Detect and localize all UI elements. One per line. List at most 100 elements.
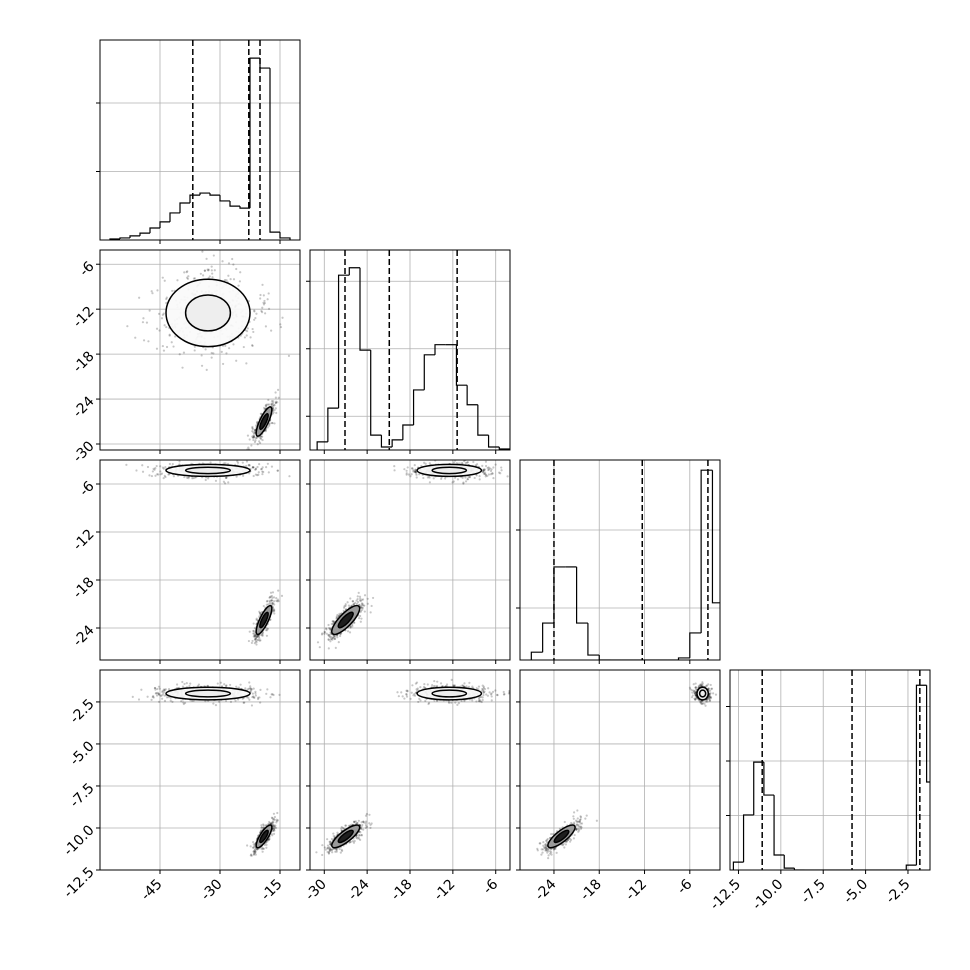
sample-dot (250, 641, 254, 645)
sample-dot (364, 826, 367, 829)
sample-dot (186, 277, 190, 280)
sample-dot (270, 403, 273, 406)
sample-dot (482, 468, 485, 471)
sample-dot (325, 632, 328, 635)
sample-dot (405, 689, 408, 692)
sample-dot (405, 693, 408, 696)
sample-dot (347, 824, 350, 828)
sample-dot (409, 697, 412, 700)
histogram-bin (370, 350, 382, 436)
sample-dot (256, 474, 259, 477)
sample-dot (274, 826, 278, 829)
sample-dot (369, 826, 372, 829)
sample-dot (489, 473, 493, 476)
sample-dot (259, 437, 263, 440)
sample-dot (328, 635, 331, 639)
sample-dot (157, 473, 160, 476)
histogram-bin (576, 566, 588, 624)
sample-dot (273, 603, 276, 606)
sample-dot (161, 690, 164, 694)
y-tick-label: -12 (70, 526, 97, 553)
sample-dot (506, 475, 509, 478)
sample-dot (255, 636, 258, 639)
histogram-bin (348, 267, 360, 276)
sample-dot (252, 630, 255, 633)
sample-dot (466, 461, 469, 464)
sample-dot (251, 427, 254, 430)
sample-dot (453, 684, 456, 687)
sample-dot (461, 684, 464, 687)
sample-dot (272, 812, 276, 815)
sample-dot (257, 473, 260, 476)
sample-dot (235, 267, 238, 271)
sample-dot (269, 591, 273, 594)
sample-dot (256, 443, 259, 446)
sample-dot (330, 849, 333, 852)
sample-dot (468, 475, 471, 478)
sample-dot (181, 685, 185, 688)
sample-dot (463, 460, 466, 463)
sample-dot (265, 627, 268, 630)
sample-dot (242, 474, 245, 477)
sample-dot (444, 477, 447, 480)
sample-dot (168, 333, 171, 336)
panel-frame (309, 249, 511, 451)
sample-dot (316, 641, 320, 644)
sample-dot (273, 829, 276, 832)
sample-dot (265, 692, 268, 695)
sample-dot (476, 463, 479, 466)
sample-dot (134, 336, 137, 339)
sample-dot (254, 850, 257, 853)
sample-dot (267, 471, 270, 474)
sample-dot (484, 460, 488, 463)
sample-dot (323, 631, 326, 634)
sample-dot (207, 477, 210, 480)
sample-dot (701, 702, 704, 705)
sample-dot (161, 313, 164, 316)
sample-dot (490, 468, 493, 471)
sample-dot (433, 684, 436, 688)
sample-dot (259, 297, 262, 300)
sample-dot (358, 834, 361, 837)
sample-dot (262, 604, 265, 608)
sample-dot (327, 634, 330, 637)
sample-dot (397, 695, 400, 698)
sample-dot (137, 698, 141, 701)
sample-dot (708, 699, 712, 702)
sample-dot (218, 700, 221, 703)
sample-dot (276, 811, 279, 815)
sample-dot (344, 824, 348, 827)
sample-dot (263, 407, 266, 411)
sample-dot (265, 843, 268, 846)
sample-dot (330, 622, 333, 626)
sample-dot (236, 698, 240, 701)
sample-dot (257, 696, 260, 699)
sample-dot (253, 429, 257, 432)
sample-dot (157, 312, 161, 315)
sample-dot (273, 600, 276, 603)
sample-dot (250, 688, 253, 691)
sample-dot (481, 471, 484, 474)
sample-dot (225, 684, 228, 687)
sample-dot (260, 467, 263, 471)
sample-dot (270, 329, 273, 332)
sample-dot (259, 293, 262, 297)
y-tick-label: -30 (70, 438, 97, 465)
sample-dot (273, 824, 276, 827)
histogram-bin (530, 651, 543, 660)
sample-dot (273, 404, 276, 407)
sample-dot (366, 602, 369, 605)
sample-dot (158, 329, 161, 332)
sample-dot (252, 852, 256, 855)
sample-dot (250, 854, 253, 857)
sample-dot (480, 695, 483, 698)
sample-dot (352, 602, 356, 605)
sample-dot (224, 476, 228, 479)
sample-dot (276, 469, 280, 472)
sample-dot (326, 850, 329, 854)
sample-dot (460, 462, 464, 465)
sample-dot (267, 839, 270, 842)
density-contour (184, 294, 232, 332)
sample-dot (333, 637, 336, 641)
